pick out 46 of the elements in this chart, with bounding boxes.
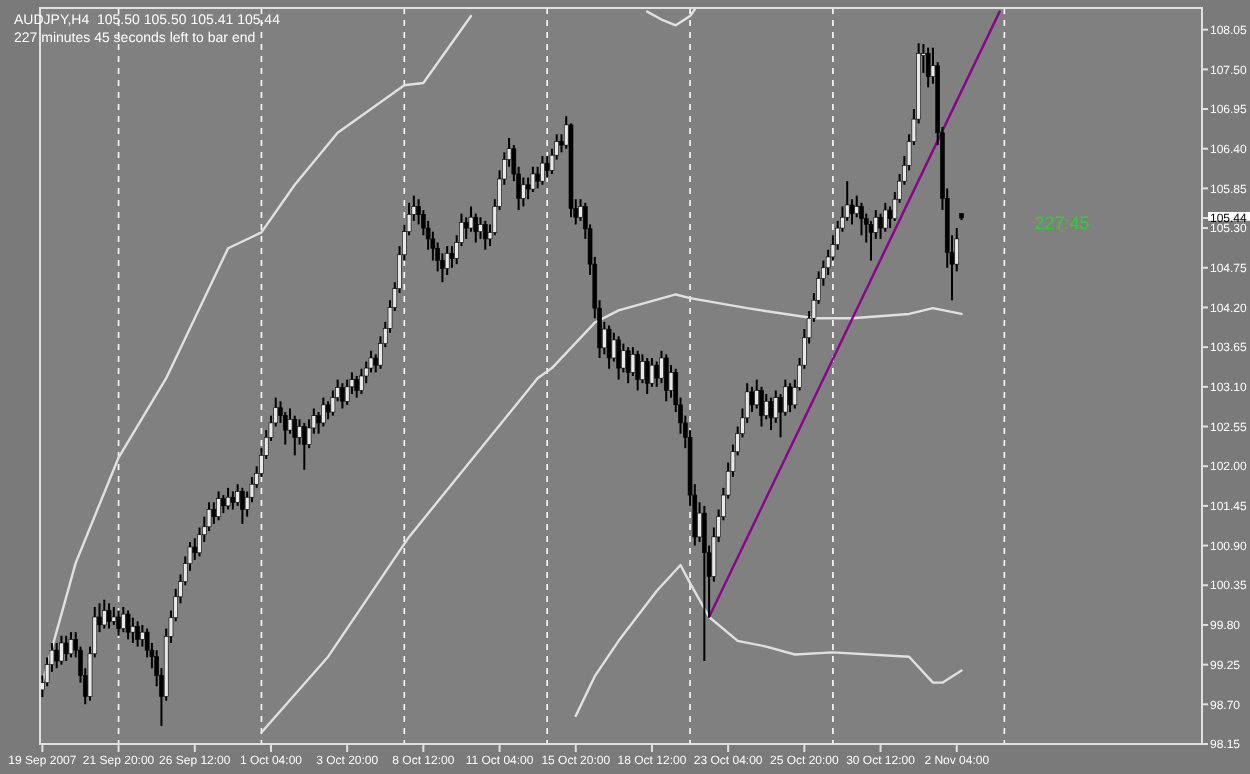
candlestick bbox=[635, 349, 640, 392]
candlestick bbox=[221, 494, 226, 515]
candlestick bbox=[344, 378, 350, 406]
annotation: 227:45 bbox=[1034, 212, 1090, 233]
candlestick bbox=[540, 154, 545, 186]
candlestick bbox=[625, 346, 631, 385]
candlestick bbox=[106, 602, 112, 630]
candlestick bbox=[768, 396, 774, 432]
candlestick bbox=[321, 396, 326, 428]
candlestick bbox=[225, 486, 231, 511]
candlestick bbox=[116, 609, 121, 637]
candlestick bbox=[925, 46, 931, 89]
line-series bbox=[574, 563, 963, 718]
candlestick bbox=[606, 324, 612, 370]
candlestick bbox=[702, 504, 707, 663]
candlestick bbox=[473, 212, 479, 244]
candlestick bbox=[649, 356, 655, 388]
candlestick bbox=[135, 620, 140, 648]
candlestick bbox=[544, 154, 550, 179]
candlestick bbox=[101, 598, 107, 630]
candlestick bbox=[230, 490, 236, 511]
candlestick bbox=[302, 421, 307, 471]
candlestick bbox=[359, 367, 364, 396]
candlestick bbox=[787, 382, 793, 414]
candlestick bbox=[59, 634, 64, 666]
candlestick bbox=[130, 616, 136, 644]
candlestick bbox=[340, 382, 345, 410]
candlestick bbox=[883, 201, 888, 233]
candlestick bbox=[292, 414, 298, 457]
candlestick bbox=[240, 486, 245, 525]
candlestick bbox=[530, 165, 536, 193]
candlestick bbox=[444, 245, 450, 276]
candlestick bbox=[68, 631, 74, 659]
candlestick bbox=[663, 353, 669, 403]
candlestick bbox=[354, 375, 359, 399]
candlestick bbox=[616, 335, 621, 381]
candlestick bbox=[859, 201, 864, 237]
candlestick bbox=[63, 634, 69, 663]
candlestick bbox=[216, 490, 221, 522]
candlestick bbox=[759, 385, 764, 428]
candlestick bbox=[482, 219, 488, 251]
candlestick bbox=[121, 605, 126, 634]
candlestick bbox=[125, 609, 131, 641]
line-series bbox=[260, 293, 963, 734]
candlestick bbox=[644, 356, 650, 396]
candlestick bbox=[54, 641, 59, 670]
